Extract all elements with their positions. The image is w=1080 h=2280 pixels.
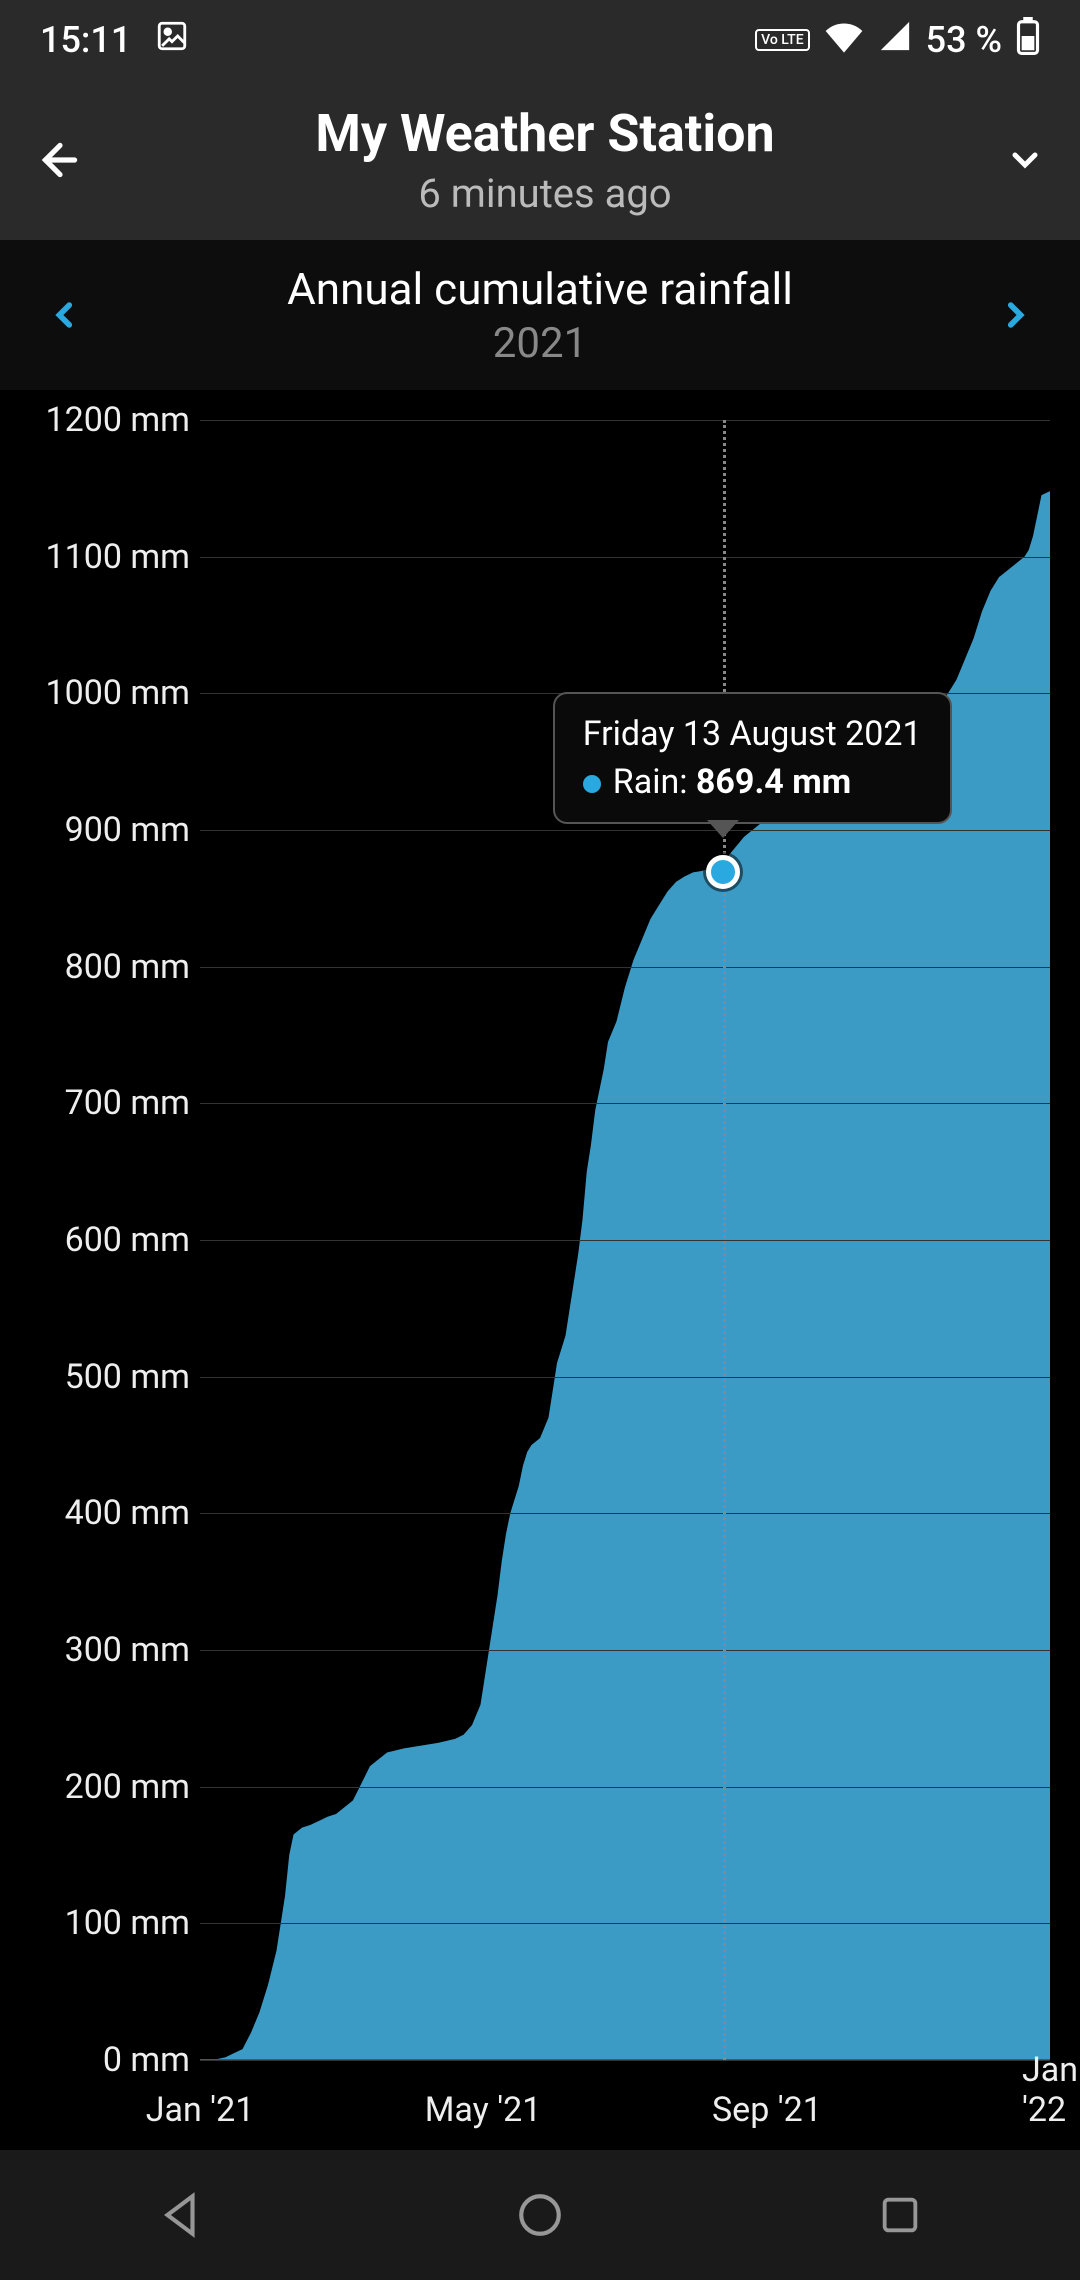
volte-icon: Vo LTE xyxy=(755,29,809,51)
status-time: 15:11 xyxy=(40,19,131,61)
image-icon xyxy=(155,19,189,62)
prev-period-button[interactable] xyxy=(40,290,90,340)
signal-icon xyxy=(878,19,912,62)
y-axis-label: 500 mm xyxy=(65,1357,190,1397)
y-axis-label: 400 mm xyxy=(65,1493,190,1533)
nav-back-button[interactable] xyxy=(147,2182,213,2248)
section-nav: Annual cumulative rainfall 2021 xyxy=(0,240,1080,390)
page-subtitle: 6 minutes ago xyxy=(120,170,970,217)
chart-gridline xyxy=(200,557,1050,558)
tooltip-arrow xyxy=(707,820,739,838)
y-axis-label: 1100 mm xyxy=(46,537,191,577)
y-axis-label: 0 mm xyxy=(103,2040,190,2080)
chart-gridline xyxy=(200,830,1050,831)
android-nav-bar xyxy=(0,2150,1080,2280)
chart-title: Annual cumulative rainfall xyxy=(287,263,793,315)
x-axis-label: Jan '21 xyxy=(146,2090,255,2130)
battery-icon xyxy=(1016,17,1040,64)
chart-gridline xyxy=(200,2060,1050,2061)
y-axis-label: 100 mm xyxy=(65,1903,190,1943)
chart-gridline xyxy=(200,1513,1050,1514)
nav-recent-button[interactable] xyxy=(867,2182,933,2248)
chart-gridline xyxy=(200,1650,1050,1651)
y-axis-label: 800 mm xyxy=(65,947,190,987)
chart-highlight-marker xyxy=(706,855,740,889)
y-axis-label: 1000 mm xyxy=(46,673,191,713)
chart-gridline xyxy=(200,967,1050,968)
status-bar: 15:11 Vo LTE 53 % xyxy=(0,0,1080,80)
chart-gridline xyxy=(200,1923,1050,1924)
station-dropdown[interactable] xyxy=(1000,135,1050,185)
back-button[interactable] xyxy=(30,130,90,190)
tooltip-series-dot xyxy=(583,775,601,793)
y-axis-label: 300 mm xyxy=(65,1630,190,1670)
x-axis-label: Jan '22 xyxy=(1022,2050,1078,2130)
chart-tooltip: Friday 13 August 2021 Rain: 869.4 mm xyxy=(553,692,952,824)
chart-year: 2021 xyxy=(287,319,793,368)
y-axis-label: 700 mm xyxy=(65,1083,190,1123)
chart-gridline xyxy=(200,420,1050,421)
battery-percent: 53 % xyxy=(926,19,1002,61)
page-title: My Weather Station xyxy=(120,103,970,164)
y-axis-label: 600 mm xyxy=(65,1220,190,1260)
tooltip-value: 869.4 mm xyxy=(696,762,851,802)
wifi-icon xyxy=(824,19,864,62)
next-period-button[interactable] xyxy=(990,290,1040,340)
chart-crosshair xyxy=(723,420,726,2060)
y-axis-label: 1200 mm xyxy=(46,400,191,440)
app-header: My Weather Station 6 minutes ago xyxy=(0,80,1080,240)
chart-gridline xyxy=(200,1787,1050,1788)
nav-home-button[interactable] xyxy=(507,2182,573,2248)
x-axis-label: May '21 xyxy=(425,2090,542,2130)
chart-gridline xyxy=(200,1240,1050,1241)
chart-gridline xyxy=(200,1377,1050,1378)
y-axis-label: 200 mm xyxy=(65,1767,190,1807)
tooltip-value-prefix: Rain: xyxy=(613,762,696,802)
x-axis-label: Sep '21 xyxy=(712,2090,822,2130)
y-axis-label: 900 mm xyxy=(65,810,190,850)
rainfall-chart[interactable]: 0 mm 100 mm 200 mm 300 mm 400 mm 500 mm 600 mm… xyxy=(0,390,1080,2150)
tooltip-date: Friday 13 August 2021 xyxy=(583,714,922,754)
chart-gridline xyxy=(200,1103,1050,1104)
